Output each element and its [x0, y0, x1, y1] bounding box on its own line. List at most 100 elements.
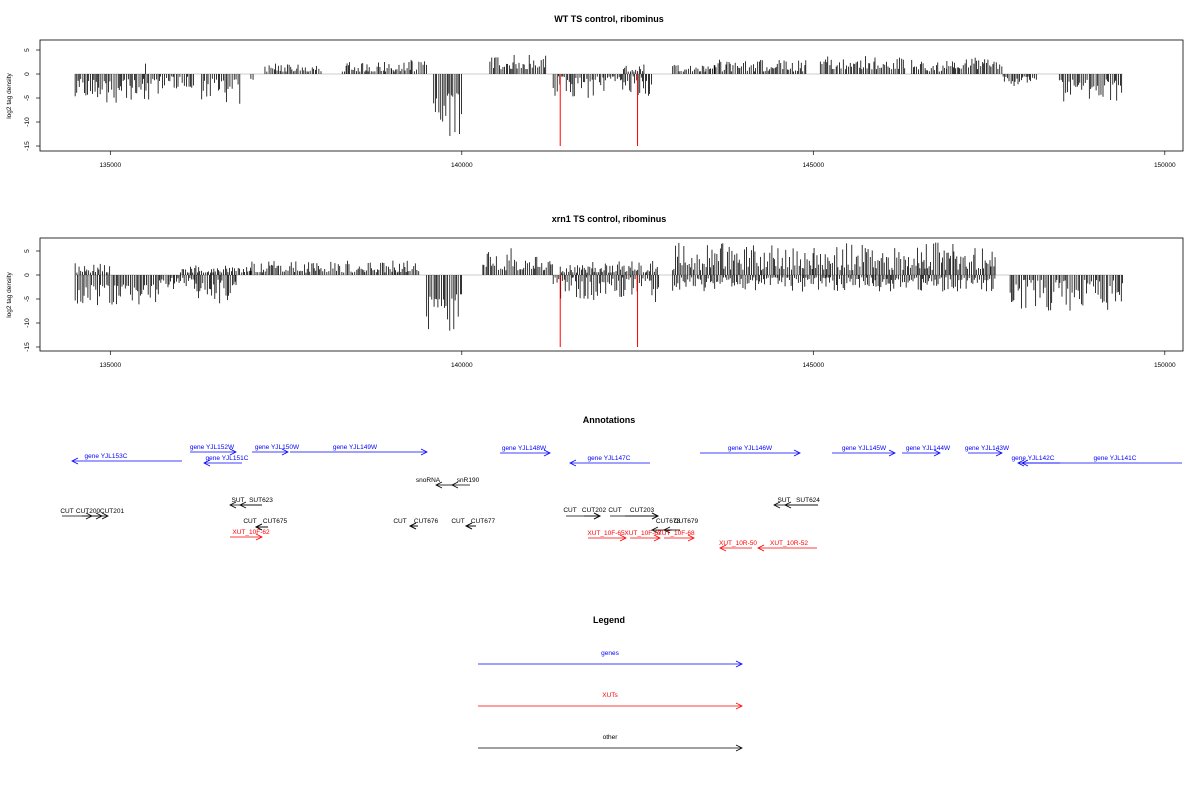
y-tick-label: -10	[24, 318, 31, 328]
feature-label: gene YJL141C	[1094, 455, 1137, 462]
feature-label: gene YJL144W	[906, 445, 951, 452]
feature-label: CUT	[608, 507, 621, 514]
feature-arrow-head	[651, 526, 659, 534]
feature-arrow-head	[619, 534, 627, 542]
legend-label: genes	[601, 650, 619, 657]
feature-arrow-head	[255, 523, 263, 531]
feature-arrow-head	[773, 501, 781, 509]
panel-title: xrn1 TS control, ribominus	[552, 214, 667, 224]
feature-label: XUT_10F-67	[624, 530, 662, 537]
feature-label: XUT_10R-52	[770, 540, 808, 547]
feature-label: gene YJL148W	[502, 445, 547, 452]
wt-panel: WT TS control, ribominus log2 tag densit…	[6, 14, 1184, 169]
feature-arrow-head	[651, 512, 659, 520]
feature-arrow-head	[757, 544, 765, 552]
feature-arrow-head	[229, 501, 237, 509]
feature-label: CUT203	[630, 507, 655, 514]
legend-label: other	[603, 734, 619, 741]
feature-label: snR190	[457, 477, 480, 484]
feature-label: SUT624	[796, 497, 820, 504]
feature-label: gene YJL152W	[190, 444, 235, 451]
legend-arrow-head	[735, 702, 743, 710]
y-axis: -15 -10 -5 0 5	[24, 48, 40, 151]
legend: Legend genes XUTs other	[478, 615, 743, 752]
feature-label: gene YJL143W	[965, 445, 1010, 452]
feature-label: gene YJL150W	[255, 444, 300, 451]
feature-label: XUT_10F-65	[587, 530, 625, 537]
feature-label: XUT_10F-62	[232, 529, 270, 536]
xrn1-panel: xrn1 TS control, ribominus log2 tag dens…	[6, 214, 1184, 369]
y-tick-label: -15	[24, 342, 31, 352]
x-tick-label: 150000	[1154, 162, 1176, 169]
y-tick-label: 5	[24, 48, 31, 52]
feature-arrow-head	[687, 534, 695, 542]
x-tick-label: 135000	[99, 362, 121, 369]
feature-label: gene YJL146W	[728, 445, 773, 452]
density-bars	[74, 242, 1123, 331]
y-tick-label: 5	[24, 249, 31, 253]
feature-arrow-head	[255, 533, 263, 541]
x-tick-label: 140000	[451, 162, 473, 169]
feature-arrow-head	[451, 481, 459, 489]
feature-arrow-head	[653, 534, 661, 542]
feature-arrow-head	[543, 449, 551, 457]
feature-label: CUT679	[674, 518, 699, 525]
x-tick-label: 145000	[802, 362, 824, 369]
feature-label: gene YJL147C	[588, 455, 631, 462]
feature-label: gene YJL153C	[85, 453, 128, 460]
y-tick-label: -5	[24, 296, 31, 302]
annotations-title: Annotations	[583, 415, 636, 425]
feature-arrow-head	[793, 449, 801, 457]
feature-label: CUT676	[414, 518, 439, 525]
feature-label: CUT201	[100, 508, 125, 515]
feature-label: CUT	[243, 518, 256, 525]
feature-arrow-head	[1021, 459, 1029, 467]
feature-label: CUT	[60, 508, 73, 515]
feature-label: CUT	[451, 518, 464, 525]
feature-label: gene YJL142C	[1012, 455, 1055, 462]
feature-label: XUT_10R-50	[719, 540, 757, 547]
plot-frame	[39, 39, 1184, 152]
feature-label: CUT	[393, 518, 406, 525]
feature-arrow-head	[229, 448, 237, 456]
feature-arrow-head	[995, 449, 1003, 457]
feature-label: XUT_10F-68	[657, 530, 695, 537]
feature-arrow-head	[101, 512, 109, 520]
legend-arrow-head	[735, 744, 743, 752]
x-axis: 135000 140000 145000 150000	[99, 151, 1176, 169]
feature-arrow-head	[569, 459, 577, 467]
feature-label: CUT	[563, 507, 576, 514]
legend-label: XUTs	[602, 692, 618, 699]
feature-arrow-head	[888, 449, 896, 457]
y-tick-label: 0	[24, 72, 31, 76]
y-tick-label: -5	[24, 95, 31, 101]
feature-arrow-head	[593, 512, 601, 520]
feature-label: gene YJL145W	[842, 445, 887, 452]
y-tick-label: -15	[24, 141, 31, 151]
feature-label: SUT623	[249, 497, 273, 504]
plot-frame	[39, 237, 1184, 352]
y-tick-label: 0	[24, 273, 31, 277]
feature-label: gene YJL151C	[206, 455, 249, 462]
feature-arrow-head	[435, 481, 443, 489]
x-axis: 135000 140000 145000 150000	[99, 351, 1176, 369]
x-tick-label: 145000	[802, 162, 824, 169]
feature-arrow-head	[71, 457, 79, 465]
density-bars	[74, 54, 1123, 137]
feature-label: gene YJL149W	[333, 444, 378, 451]
feature-arrow-head	[719, 544, 727, 552]
red-markers	[559, 275, 639, 347]
feature-arrow-head	[1017, 459, 1025, 467]
annotations-track: Annotations gene YJL153C gene YJL152W gene…	[60, 415, 1182, 552]
feature-arrow-head	[420, 448, 428, 456]
feature-arrow-head	[239, 501, 247, 509]
feature-arrow-head	[784, 501, 792, 509]
x-tick-label: 150000	[1154, 362, 1176, 369]
y-axis-label: log2 tag density	[6, 271, 13, 317]
feature-label: SUT	[232, 497, 245, 504]
feature-arrow-head	[203, 459, 211, 467]
feature-label: CUT677	[471, 518, 496, 525]
y-tick-label: -10	[24, 117, 31, 127]
x-tick-label: 135000	[99, 162, 121, 169]
feature-label: CUT200	[76, 508, 101, 515]
